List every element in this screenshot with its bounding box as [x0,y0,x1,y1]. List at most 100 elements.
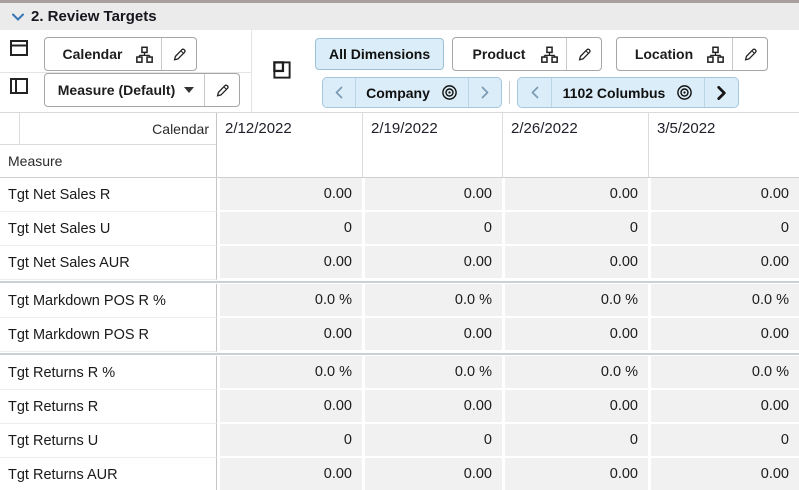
grid-body: Tgt Net Sales R 0.00 0.00 0.00 0.00 Tgt Net… [0,178,799,490]
grid-cell[interactable]: 0.00 [648,458,799,490]
bullseye-icon [441,84,458,101]
page-intersection-icon [272,60,292,85]
column-dimension-handle[interactable]: Calendar [152,120,209,137]
grid-cell[interactable]: 0 [502,424,648,458]
calendar-edit-pencil-icon[interactable] [162,38,196,70]
hierarchy-icon [136,46,161,63]
measure-dimension-tile[interactable]: Measure (Default) [44,73,240,107]
row-header[interactable]: Tgt Markdown POS R % [0,284,217,318]
toolbar-divider-horizontal [0,72,251,73]
grid-cell[interactable]: 0.00 [502,178,648,212]
grid-cell[interactable]: 0.0 % [362,284,502,318]
row-header[interactable]: Tgt Markdown POS R [0,318,217,352]
row-dimension-handle[interactable]: Measure [8,153,63,169]
panel-header: 2. Review Targets [0,0,799,30]
grid-cell[interactable]: 0.00 [362,178,502,212]
location-edit-pencil-icon[interactable] [733,38,767,70]
tile-separator [204,74,205,106]
grid-cell[interactable]: 0.0 % [362,356,502,390]
product-scope-label: Company [366,84,430,101]
grid-cell[interactable]: 0.00 [217,246,362,280]
all-dimensions-label: All Dimensions [329,46,431,62]
grid-cell[interactable]: 0 [362,424,502,458]
hierarchy-icon [541,46,566,63]
grid-cell[interactable]: 0.00 [502,458,648,490]
grid-cell[interactable]: 0.00 [362,318,502,352]
row-header[interactable]: Tgt Net Sales R [0,178,217,212]
row-axis-button[interactable] [8,39,30,61]
grid-row: Tgt Net Sales AUR 0.00 0.00 0.00 0.00 [0,246,799,280]
previous-location-chevron-left-icon[interactable] [518,78,551,107]
grid-cell[interactable]: 0.0 % [648,284,799,318]
tile-separator [161,38,162,70]
column-header[interactable]: 2/12/2022 [217,113,362,177]
next-location-chevron-right-icon[interactable] [705,78,738,107]
grid-cell[interactable]: 0.00 [502,246,648,280]
grid-cell[interactable]: 0.0 % [502,284,648,318]
grid-cell[interactable]: 0.00 [362,246,502,280]
grid-header-row: Calendar Measure 2/12/2022 2/19/2022 2/2… [0,113,799,178]
location-scope-label-segment[interactable]: 1102 Columbus [551,78,705,107]
measure-edit-pencil-icon[interactable] [205,74,239,106]
toolbar-divider-vertical [251,30,252,112]
product-edit-pencil-icon[interactable] [567,38,601,70]
grid-cell[interactable]: 0.00 [217,390,362,424]
calendar-dimension-tile[interactable]: Calendar [44,37,197,71]
grid-row: Tgt Returns R % 0.0 % 0.0 % 0.0 % 0.0 % [0,356,799,390]
grid-cell[interactable]: 0 [217,424,362,458]
page-intersection-button[interactable] [271,60,293,85]
column-axis-button[interactable] [8,77,30,99]
column-header[interactable]: 2/26/2022 [502,113,648,177]
grid-cell[interactable]: 0.00 [217,458,362,490]
all-dimensions-button[interactable]: All Dimensions [315,38,445,70]
grid-cell[interactable]: 0.0 % [217,356,362,390]
column-header[interactable]: 3/5/2022 [648,113,799,177]
grid-row: Tgt Returns AUR 0.00 0.00 0.00 0.00 [0,458,799,490]
row-header[interactable]: Tgt Net Sales AUR [0,246,217,280]
row-header[interactable]: Tgt Returns R [0,390,217,424]
grid-cell[interactable]: 0.00 [362,390,502,424]
previous-product-chevron-left-icon[interactable] [323,78,355,107]
column-header[interactable]: 2/19/2022 [362,113,502,177]
grid-cell[interactable]: 0 [648,212,799,246]
row-header[interactable]: Tgt Returns U [0,424,217,458]
grid-row: Tgt Net Sales R 0.00 0.00 0.00 0.00 [0,178,799,212]
tile-separator [732,38,733,70]
pill-divider [509,81,510,104]
grid-cell[interactable]: 0 [502,212,648,246]
product-scope-label-segment[interactable]: Company [355,78,469,107]
grid-cell[interactable]: 0.00 [502,390,648,424]
grid-cell[interactable]: 0.0 % [217,284,362,318]
location-dimension-tile[interactable]: Location [616,37,768,71]
grid-cell[interactable]: 0.00 [648,390,799,424]
row-header[interactable]: Tgt Net Sales U [0,212,217,246]
collapse-chevron-down-icon[interactable] [12,13,24,21]
grid-cell[interactable]: 0.00 [362,458,502,490]
grid-cell[interactable]: 0.00 [648,246,799,280]
grid-cell[interactable]: 0.00 [648,318,799,352]
grid-cell[interactable]: 0.00 [502,318,648,352]
grid-cell[interactable]: 0.00 [648,178,799,212]
product-scope-pill: Company [322,77,502,108]
grid-cell[interactable]: 0.00 [217,318,362,352]
grid-cell[interactable]: 0 [217,212,362,246]
grid-corner: Calendar Measure [0,113,217,177]
grid-cell[interactable]: 0 [362,212,502,246]
grid-cell[interactable]: 0.0 % [502,356,648,390]
grid-corner-spacer [0,113,20,144]
grid-row: Tgt Returns R 0.00 0.00 0.00 0.00 [0,390,799,424]
dimension-toolbar: Calendar Measure (Default) [0,30,799,113]
hierarchy-icon [707,46,732,63]
grid-cell[interactable]: 0 [648,424,799,458]
column-axis-icon [9,76,29,101]
row-axis-icon [9,38,29,63]
row-header[interactable]: Tgt Returns AUR [0,458,217,490]
next-product-chevron-right-icon[interactable] [469,78,501,107]
product-dimension-tile[interactable]: Product [452,37,602,71]
measure-tile-label: Measure (Default) [57,82,176,98]
row-header[interactable]: Tgt Returns R % [0,356,217,390]
grid-cell[interactable]: 0.0 % [648,356,799,390]
grid-cell[interactable]: 0.00 [217,178,362,212]
